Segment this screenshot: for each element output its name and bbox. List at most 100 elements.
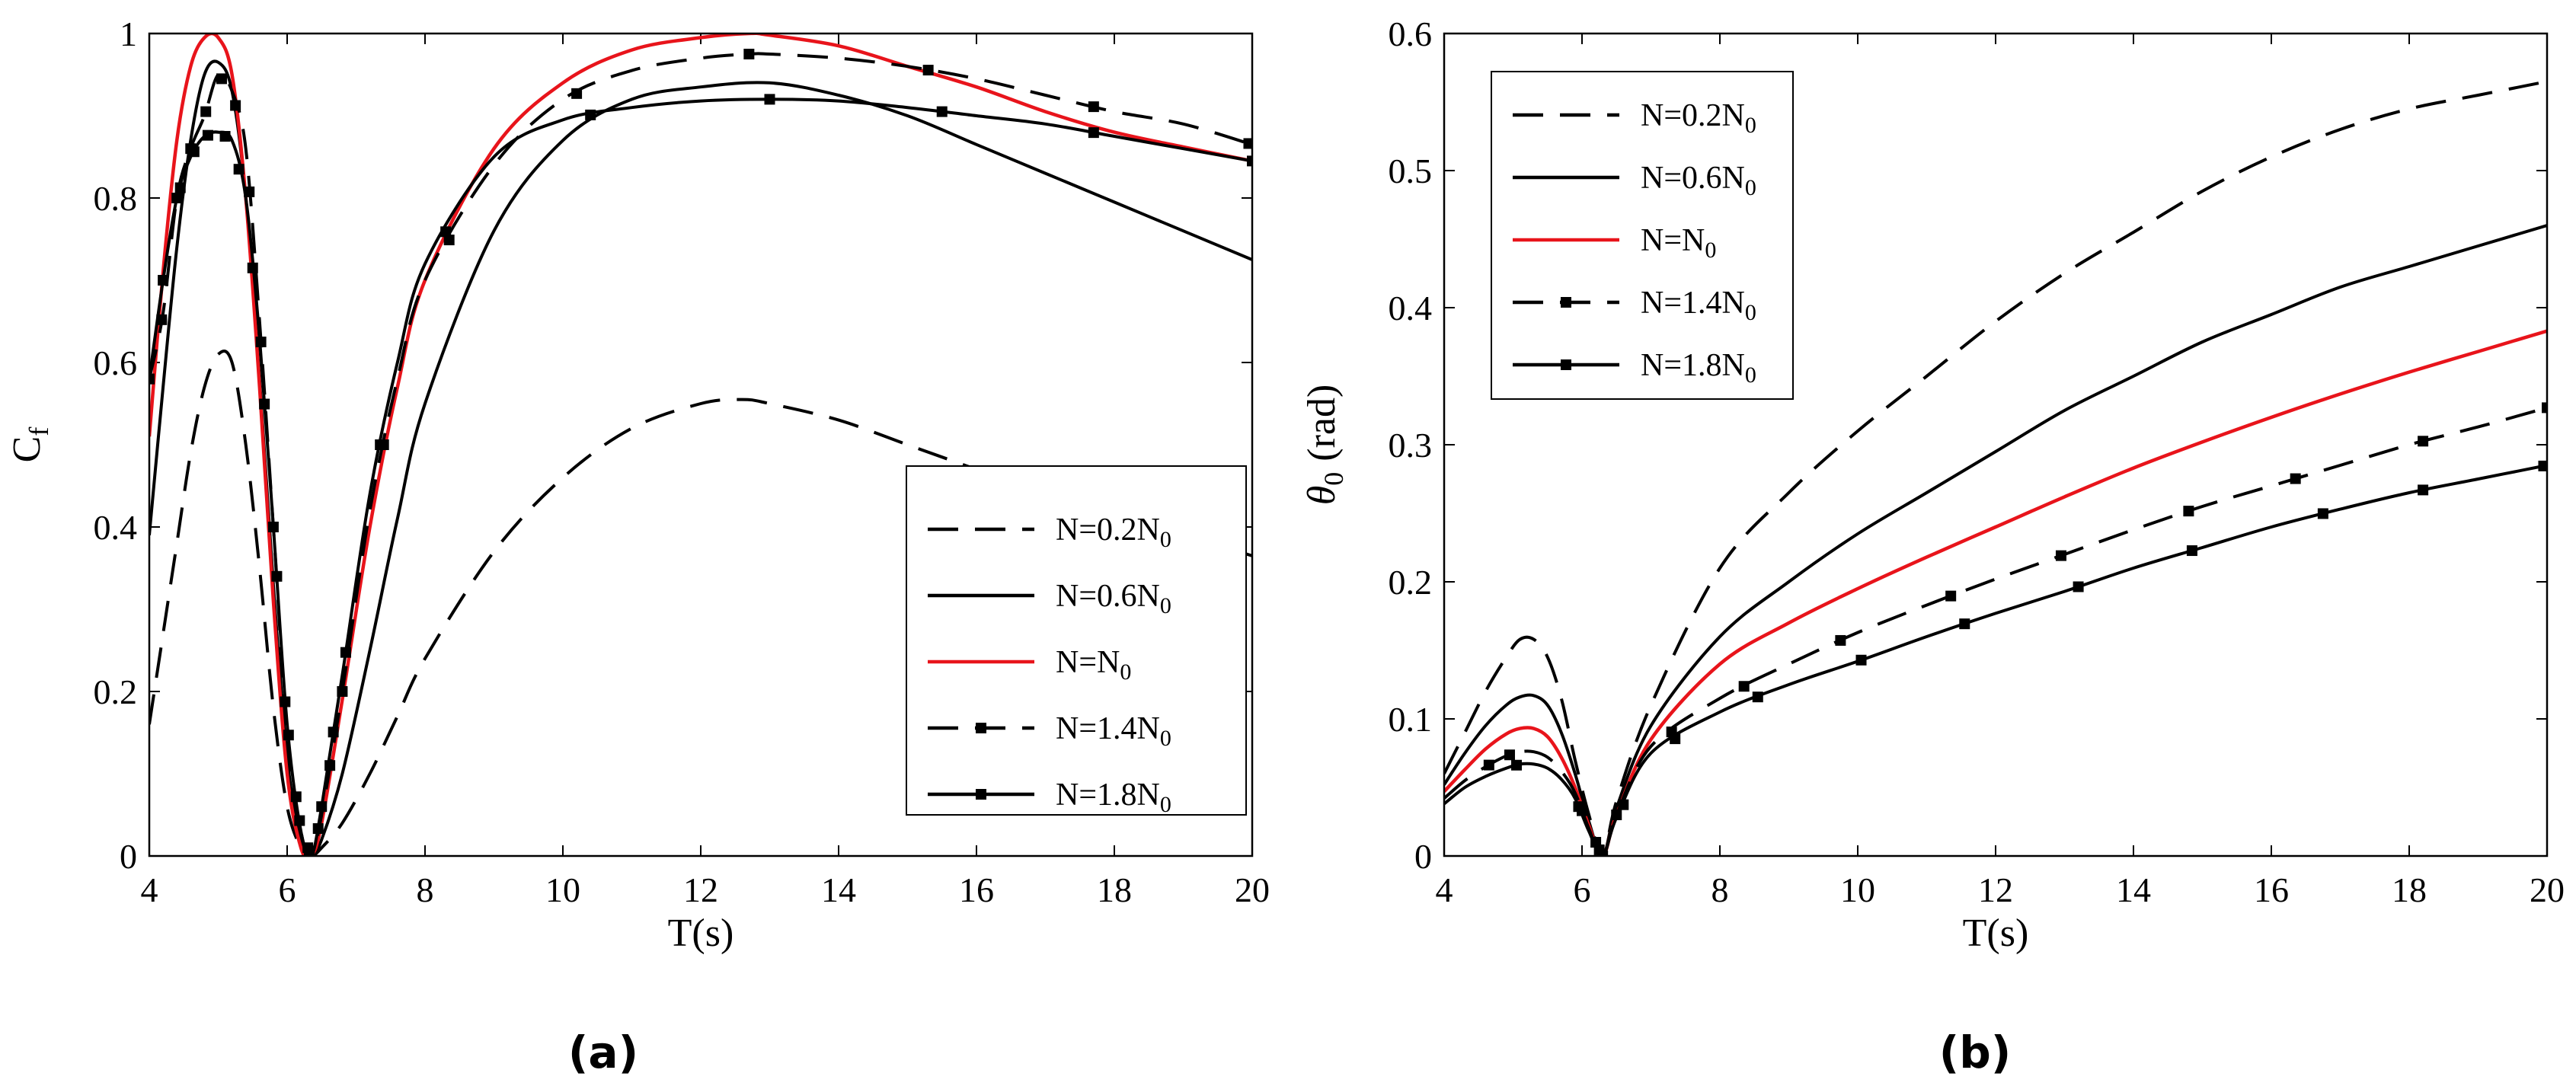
legend-label: N=N0 [1641, 223, 1716, 263]
series-marker [233, 164, 244, 175]
chart-panel-a: 4 6 8 10 12 14 16 18 20 0 0.2 0.4 0.6 0.8 1 T(s) Cf N=0.2… [5, 14, 1270, 1078]
legend-marker [1561, 297, 1571, 308]
series-marker [2183, 506, 2194, 517]
x-tick-label: 18 [2392, 870, 2427, 909]
series-marker [283, 730, 294, 741]
x-tick-label: 12 [683, 870, 718, 909]
series-marker [2290, 473, 2301, 484]
series-marker [202, 129, 213, 141]
series-marker [1573, 801, 1584, 813]
x-tick-label: 8 [1711, 870, 1729, 909]
series-marker [174, 182, 186, 193]
x-tick-label: 18 [1097, 870, 1132, 909]
series-marker [1088, 127, 1099, 139]
series-marker [1504, 749, 1515, 761]
series-marker [1855, 654, 1867, 666]
series-marker [743, 49, 755, 59]
y-tick-label: 0 [120, 837, 137, 876]
series-marker [216, 73, 228, 85]
series-marker [1243, 138, 1252, 149]
series-marker [585, 109, 596, 120]
series-marker [303, 845, 315, 856]
series-marker [571, 88, 583, 99]
series-marker [149, 373, 155, 385]
panel-caption: (b) [1939, 1027, 2012, 1078]
y-tick-label: 0.6 [1389, 14, 1433, 53]
series-marker [340, 647, 351, 658]
x-tick-label: 10 [1840, 870, 1875, 909]
y-axis-label: θ0(rad) [1300, 385, 1349, 506]
series-line [149, 350, 1252, 856]
series-marker [922, 65, 934, 76]
series-line [149, 34, 1252, 856]
series-marker [2186, 545, 2197, 557]
series-marker [1088, 101, 1099, 113]
series-marker [1945, 590, 1957, 602]
series-marker [2055, 550, 2066, 561]
legend-label: N=1.4N0 [1056, 711, 1171, 751]
chart-panel-b: 4 6 8 10 12 14 16 18 20 0 0.1 0.2 0.3 0.4 0.5 0.6 T(s) θ0… [1300, 14, 2565, 1078]
y-tick-label: 1 [120, 14, 137, 53]
series-marker [328, 727, 339, 738]
y-tick-label: 0.8 [94, 179, 138, 218]
series-marker [294, 815, 305, 826]
series-marker [2418, 484, 2429, 496]
series-marker [443, 235, 455, 246]
legend-label: N=N0 [1056, 645, 1131, 685]
legend-box [906, 465, 1247, 816]
legend: N=0.2N0 N=0.6N0 N=N0 N=1.4N0 N=1.8N0 [1491, 71, 1794, 400]
series-marker [316, 801, 328, 813]
series-marker [247, 262, 258, 273]
series-marker [1483, 759, 1494, 771]
series-marker [1670, 733, 1681, 745]
x-tick-label: 16 [2254, 870, 2289, 909]
legend-label: N=1.4N0 [1641, 286, 1756, 325]
series-marker [2542, 402, 2547, 414]
y-tick-label: 0.2 [94, 672, 138, 711]
legend-label: N=0.2N0 [1641, 98, 1756, 138]
series-marker [2317, 508, 2328, 519]
x-tick-label: 20 [1235, 870, 1270, 909]
y-tick-label: 0.3 [1389, 426, 1433, 465]
series-marker [440, 226, 452, 238]
series-line [1444, 329, 2547, 856]
legend-label: N=1.8N0 [1056, 778, 1171, 817]
series-marker [200, 106, 212, 117]
legend-marker [976, 789, 986, 800]
x-tick-label: 20 [2530, 870, 2565, 909]
y-tick-label: 0.4 [1389, 289, 1433, 327]
series-marker [1835, 634, 1846, 646]
x-tick-label: 8 [417, 870, 434, 909]
series-marker [1959, 618, 1970, 630]
series-marker [1593, 844, 1605, 855]
y-tick-label: 0.2 [1389, 563, 1433, 602]
series-marker [1511, 759, 1523, 771]
legend-label: N=0.6N0 [1056, 579, 1171, 618]
x-tick-label: 14 [821, 870, 856, 909]
axes-frame [1443, 32, 2549, 857]
y-tick-label: 0.1 [1389, 700, 1433, 739]
series-line [1444, 80, 2547, 856]
series-marker [259, 398, 270, 410]
series-marker [188, 146, 200, 158]
legend: N=0.2N0 N=0.6N0 N=N0 N=1.4N0 N=1.8N0 [906, 465, 1247, 817]
series-marker [764, 94, 775, 105]
x-axis-label: T(s) [668, 912, 734, 955]
series-marker [2538, 460, 2547, 471]
series-marker [2073, 581, 2084, 592]
panel-caption: (a) [568, 1027, 638, 1078]
axes-frame [148, 32, 1254, 857]
series-marker [1738, 681, 1750, 692]
series-marker [219, 131, 231, 142]
series-marker [1618, 799, 1629, 810]
x-axis-label: T(s) [1963, 912, 2029, 955]
y-tick-label: 0.4 [94, 508, 138, 547]
series-marker [230, 100, 241, 111]
x-tick-label: 14 [2116, 870, 2151, 909]
series-marker [936, 106, 948, 117]
x-tick-label: 4 [141, 870, 158, 909]
y-tick-label: 0 [1414, 837, 1432, 876]
series-line [149, 52, 1252, 856]
series-line [1444, 464, 2547, 856]
series-marker [2418, 436, 2429, 447]
